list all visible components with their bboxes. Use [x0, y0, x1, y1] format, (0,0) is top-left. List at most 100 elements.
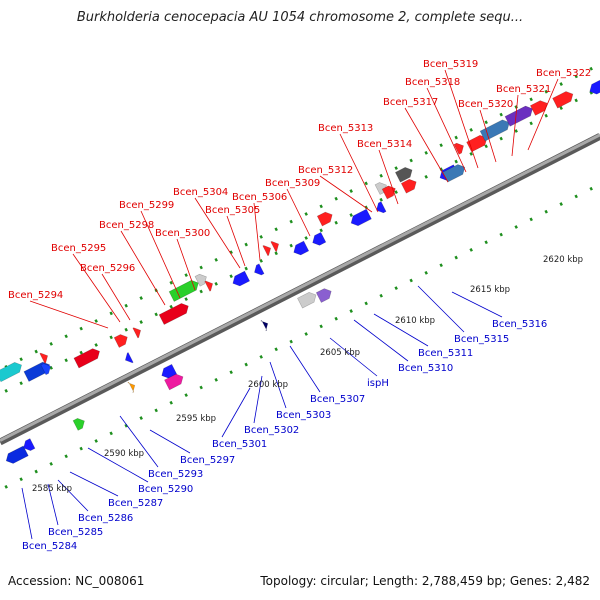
gene-feature[interactable]: [204, 279, 215, 292]
gene-label[interactable]: Bcen_5300: [155, 228, 210, 239]
gene-feature[interactable]: [194, 272, 209, 287]
gene-label[interactable]: Bcen_5311: [418, 348, 473, 359]
gene-feature[interactable]: [504, 104, 535, 127]
guide-dot: [154, 408, 158, 413]
gene-label[interactable]: Bcen_5297: [180, 455, 235, 466]
gene-feature[interactable]: [291, 240, 310, 257]
guide-dot: [439, 263, 443, 268]
gene-label[interactable]: Bcen_5298: [99, 220, 154, 231]
gene-feature[interactable]: [262, 243, 273, 257]
gene-label[interactable]: Bcen_5303: [276, 410, 331, 421]
gene-feature[interactable]: [252, 263, 265, 277]
guide-dot: [529, 121, 533, 126]
gene-feature[interactable]: [374, 201, 387, 215]
guide-dot: [514, 225, 518, 229]
gene-feature[interactable]: [164, 372, 185, 391]
guide-dot: [484, 144, 488, 149]
guide-dot: [94, 343, 98, 347]
gene-feature[interactable]: [21, 438, 36, 453]
gene-feature[interactable]: [113, 332, 130, 348]
gene-label[interactable]: Bcen_5287: [108, 498, 163, 509]
gene-feature[interactable]: [40, 361, 53, 376]
kbp-label: 2585 kbp: [32, 484, 72, 494]
guide-dot: [244, 362, 248, 367]
gene-label[interactable]: Bcen_5294: [8, 290, 63, 301]
gene-feature[interactable]: [466, 133, 490, 153]
gene-label[interactable]: Bcen_5290: [138, 484, 193, 495]
gene-feature[interactable]: [158, 301, 191, 325]
guide-dot: [64, 334, 68, 339]
guide-dot: [409, 278, 413, 283]
guide-dot: [574, 98, 578, 103]
gene-feature[interactable]: [72, 416, 87, 431]
gene-feature[interactable]: [310, 231, 327, 247]
gene-feature[interactable]: [127, 380, 137, 394]
gene-label[interactable]: Bcen_5295: [51, 243, 106, 254]
gene-label[interactable]: Bcen_5286: [78, 513, 133, 524]
gene-feature[interactable]: [39, 351, 50, 364]
gene-label[interactable]: Bcen_5319: [423, 59, 478, 70]
label-leader: [404, 107, 449, 183]
guide-dot: [454, 255, 458, 260]
gene-label[interactable]: Bcen_5316: [492, 319, 547, 330]
guide-dot: [259, 259, 263, 263]
guide-dot: [589, 186, 593, 191]
gene-feature[interactable]: [73, 346, 102, 369]
gene-feature[interactable]: [400, 177, 418, 194]
gene-label[interactable]: Bcen_5314: [357, 139, 412, 150]
gene-label[interactable]: Bcen_5302: [244, 425, 299, 436]
gene-label[interactable]: Bcen_5312: [298, 165, 353, 176]
accession-text: Accession: NC_008061: [8, 574, 145, 588]
gene-label[interactable]: Bcen_5307: [310, 394, 365, 405]
gene-label[interactable]: Bcen_5322: [536, 68, 591, 79]
gene-label[interactable]: Bcen_5284: [22, 541, 77, 552]
gene-feature[interactable]: [552, 89, 576, 109]
gene-feature[interactable]: [123, 352, 134, 366]
gene-label[interactable]: Bcen_5315: [454, 334, 509, 345]
label-leader: [339, 133, 379, 213]
gene-feature[interactable]: [4, 445, 29, 466]
gene-label[interactable]: Bcen_5310: [398, 363, 453, 374]
gene-label[interactable]: Bcen_5301: [212, 439, 267, 450]
gene-label[interactable]: Bcen_5293: [148, 469, 203, 480]
gene-feature[interactable]: [394, 165, 414, 183]
chromosome-backbone: [0, 133, 600, 446]
gene-label[interactable]: Bcen_5285: [48, 527, 103, 538]
gene-feature[interactable]: [230, 270, 251, 288]
gene-feature[interactable]: [260, 319, 270, 332]
gene-label[interactable]: Bcen_5321: [496, 84, 551, 95]
gene-label[interactable]: ispH: [367, 378, 389, 389]
gene-feature[interactable]: [132, 325, 143, 339]
gene-label[interactable]: Bcen_5296: [80, 263, 135, 274]
gene-feature[interactable]: [587, 79, 600, 96]
label-leader: [87, 447, 149, 483]
gene-label[interactable]: Bcen_5320: [458, 99, 513, 110]
gene-label[interactable]: Bcen_5304: [173, 187, 228, 198]
gene-feature[interactable]: [297, 290, 318, 309]
gene-feature[interactable]: [168, 278, 201, 302]
gene-feature[interactable]: [316, 210, 334, 227]
gene-feature[interactable]: [0, 360, 24, 383]
guide-dot: [469, 248, 473, 252]
guide-dot: [229, 370, 233, 375]
guide-dot: [154, 312, 158, 317]
guide-dot: [469, 128, 473, 132]
gene-label[interactable]: Bcen_5317: [383, 97, 438, 108]
gene-feature[interactable]: [381, 184, 398, 200]
gene-label[interactable]: Bcen_5309: [265, 178, 320, 189]
gene-feature[interactable]: [315, 286, 333, 303]
gene-feature[interactable]: [529, 98, 549, 116]
gene-feature[interactable]: [270, 239, 281, 253]
gene-label[interactable]: Bcen_5318: [405, 77, 460, 88]
gene-label[interactable]: Bcen_5299: [119, 200, 174, 211]
guide-dot: [184, 297, 188, 302]
gene-label[interactable]: Bcen_5306: [232, 192, 287, 203]
gene-label[interactable]: Bcen_5305: [205, 205, 260, 216]
gene-label[interactable]: Bcen_5313: [318, 123, 373, 134]
label-leader: [329, 337, 378, 377]
gene-feature[interactable]: [479, 118, 512, 142]
guide-dot: [424, 270, 428, 275]
gene-feature[interactable]: [453, 141, 466, 155]
gene-feature[interactable]: [349, 208, 372, 228]
